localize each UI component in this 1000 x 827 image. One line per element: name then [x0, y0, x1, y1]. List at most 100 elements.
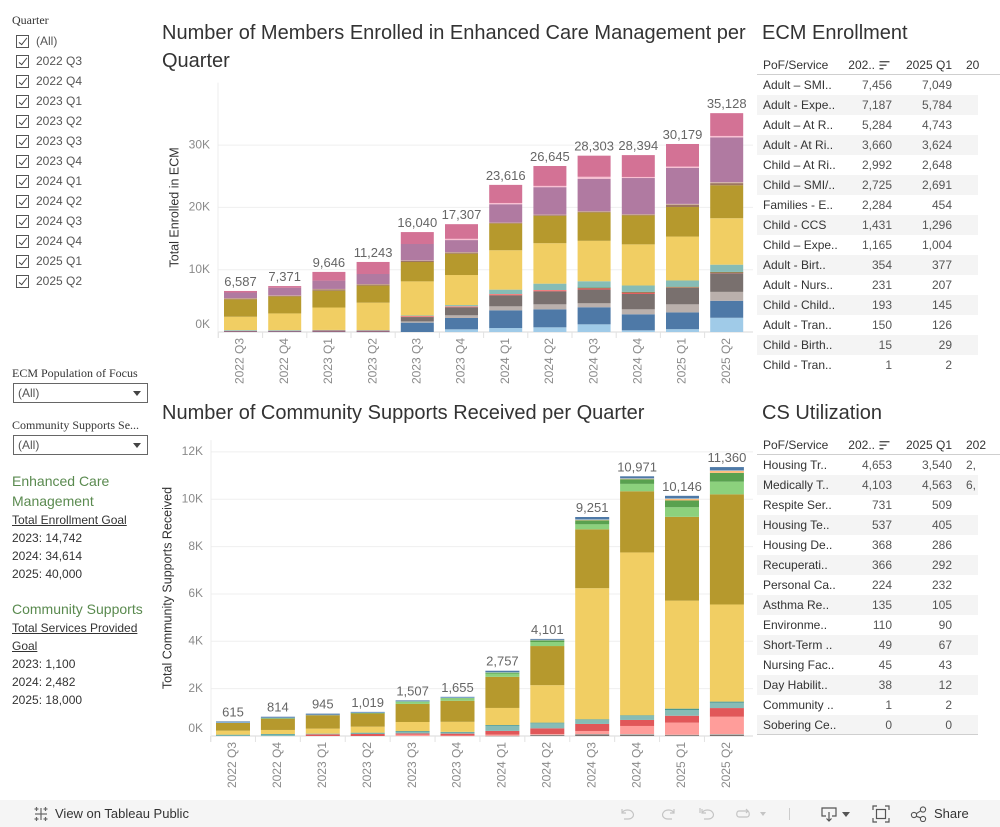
cs-bar-segment[interactable]	[575, 733, 610, 735]
cs-bar-segment[interactable]	[665, 498, 699, 499]
ecm-bar-segment[interactable]	[621, 285, 655, 292]
ecm-bar-segment[interactable]	[710, 264, 744, 272]
ecm-bar-segment[interactable]	[489, 250, 523, 290]
ecm-bar-segment[interactable]	[710, 300, 744, 318]
cs-bar-segment[interactable]	[440, 731, 475, 733]
ecm-bar-segment[interactable]	[312, 330, 346, 332]
column-header-sorted[interactable]: 202..	[848, 58, 875, 72]
table-row[interactable]: Child - Birth.. 15 29	[757, 335, 978, 355]
cs-bar-segment[interactable]	[216, 734, 250, 736]
cs-bar-segment[interactable]	[485, 670, 520, 672]
cs-bar-segment[interactable]	[709, 494, 744, 605]
quarter-option[interactable]: 2022 Q4	[14, 71, 154, 91]
ecm-bar-segment[interactable]	[621, 293, 655, 310]
ecm-bar-segment[interactable]	[710, 183, 744, 186]
column-header-pof[interactable]: PoF/Service	[763, 58, 829, 72]
checkbox-checked-icon[interactable]	[16, 274, 29, 288]
quarter-option[interactable]: 2025 Q2	[14, 271, 154, 291]
ecm-bar-segment[interactable]	[621, 155, 655, 177]
cs-bar-segment[interactable]	[395, 731, 430, 734]
cs-bar-segment[interactable]	[395, 700, 430, 702]
cs-bar-segment[interactable]	[485, 724, 520, 726]
cs-bar-segment[interactable]	[530, 642, 565, 647]
cs-bar-segment[interactable]	[305, 733, 340, 735]
column-header-sorted[interactable]: 202..	[848, 438, 875, 452]
table-row[interactable]: Housing De.. 368 286	[757, 535, 978, 555]
ecm-bar-segment[interactable]	[577, 155, 611, 177]
ecm-bar-segment[interactable]	[312, 271, 346, 281]
cs-bar-segment[interactable]	[530, 640, 565, 643]
ecm-bar-segment[interactable]	[224, 290, 257, 293]
cs-bar-segment[interactable]	[530, 735, 565, 736]
ecm-bar-segment[interactable]	[400, 321, 434, 323]
ecm-bar-segment[interactable]	[445, 306, 478, 307]
cs-bar-segment[interactable]	[305, 714, 340, 729]
cs-bar-segment[interactable]	[620, 725, 655, 734]
ecm-bar-segment[interactable]	[666, 204, 699, 208]
quarter-option[interactable]: 2024 Q2	[14, 191, 154, 211]
ecm-bar-segment[interactable]	[710, 272, 744, 274]
ecm-bar-segment[interactable]	[533, 243, 567, 284]
ecm-bar-segment[interactable]	[621, 215, 655, 245]
fullscreen-button[interactable]	[872, 800, 890, 827]
table-row[interactable]: Nursing Fac.. 45 43	[757, 655, 978, 675]
ecm-bar-segment[interactable]	[224, 292, 257, 299]
cs-bar-segment[interactable]	[665, 495, 699, 499]
ecm-bar-segment[interactable]	[666, 143, 699, 167]
ecm-bar-segment[interactable]	[666, 167, 699, 204]
cs-bar-segment[interactable]	[709, 481, 744, 495]
table-row[interactable]: Child - CCS 1,431 1,296	[757, 215, 978, 235]
ecm-bar-segment[interactable]	[356, 330, 390, 331]
ecm-bar-segment[interactable]	[533, 291, 567, 305]
ecm-bar-segment[interactable]	[400, 316, 434, 317]
table-row[interactable]: Personal Ca.. 224 232	[757, 575, 978, 595]
cs-bar-segment[interactable]	[260, 716, 295, 718]
cs-bar-segment[interactable]	[665, 722, 699, 735]
cs-bar-segment[interactable]	[575, 519, 610, 520]
table-row[interactable]: Families - E.. 2,284 454	[757, 195, 978, 215]
cs-bar-segment[interactable]	[530, 734, 565, 736]
cs-bar-segment[interactable]	[620, 491, 655, 553]
ecm-bar-segment[interactable]	[621, 178, 655, 215]
cs-bar-segment[interactable]	[260, 717, 295, 719]
table-row[interactable]: Adult - Tran.. 150 126	[757, 315, 978, 335]
cs-bar-segment[interactable]	[530, 685, 565, 723]
ecm-bar-segment[interactable]	[666, 236, 699, 281]
ecm-bar-segment[interactable]	[268, 295, 302, 297]
table-row[interactable]: Child – At Ri.. 2,992 2,648	[757, 155, 978, 175]
table-row[interactable]: Child – Expe.. 1,165 1,004	[757, 235, 978, 255]
cs-bar-segment[interactable]	[305, 713, 340, 715]
cs-bar-segment[interactable]	[620, 734, 655, 736]
checkbox-checked-icon[interactable]	[16, 154, 29, 168]
undo-button[interactable]	[619, 800, 637, 827]
table-row[interactable]: Adult – At R.. 5,284 4,743	[757, 115, 978, 135]
ecm-bar-segment[interactable]	[533, 304, 567, 310]
table-row[interactable]: Medically T.. 4,103 4,563 6,	[757, 475, 978, 495]
ecm-bar-segment[interactable]	[577, 307, 611, 325]
ecm-bar-segment[interactable]	[224, 298, 257, 299]
cs-bar-segment[interactable]	[485, 730, 520, 735]
table-row[interactable]: Respite Ser.. 731 509	[757, 495, 978, 515]
cs-bar-segment[interactable]	[709, 708, 744, 717]
cs-bar-segment[interactable]	[665, 516, 699, 601]
ecm-bar-segment[interactable]	[312, 288, 346, 290]
ecm-bar-segment[interactable]	[312, 307, 346, 330]
ecm-bar-segment[interactable]	[533, 166, 567, 186]
ecm-bar-segment[interactable]	[666, 312, 699, 330]
ecm-bar-segment[interactable]	[577, 281, 611, 288]
ecm-bar-segment[interactable]	[400, 232, 434, 245]
ecm-bar-segment[interactable]	[312, 329, 346, 331]
cs-bar-segment[interactable]	[440, 696, 475, 698]
ecm-bar-segment[interactable]	[445, 240, 478, 253]
ecm-bar-segment[interactable]	[533, 290, 567, 291]
sort-descending-icon[interactable]	[879, 60, 890, 70]
checkbox-checked-icon[interactable]	[16, 34, 29, 48]
ecm-bar-segment[interactable]	[577, 178, 611, 212]
ecm-bar-segment[interactable]	[224, 330, 257, 332]
cs-bar-segment[interactable]	[305, 734, 340, 736]
cs-bar-segment[interactable]	[709, 604, 744, 702]
ecm-bar-segment[interactable]	[445, 307, 478, 316]
cs-bar-segment[interactable]	[620, 715, 655, 720]
quarter-option[interactable]: 2023 Q4	[14, 151, 154, 171]
ecm-bar-segment[interactable]	[710, 273, 744, 292]
